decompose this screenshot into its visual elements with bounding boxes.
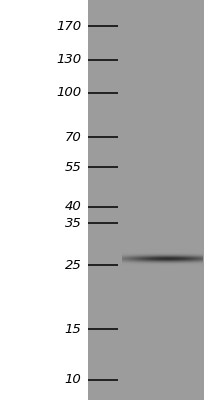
Text: 100: 100 [57, 86, 82, 99]
Text: 55: 55 [65, 161, 82, 174]
Text: 40: 40 [65, 200, 82, 213]
Text: 10: 10 [65, 373, 82, 386]
Text: 15: 15 [65, 323, 82, 336]
Text: 70: 70 [65, 130, 82, 144]
Text: 25: 25 [65, 259, 82, 272]
Text: 130: 130 [57, 53, 82, 66]
Text: 35: 35 [65, 217, 82, 230]
Text: 170: 170 [57, 20, 82, 33]
